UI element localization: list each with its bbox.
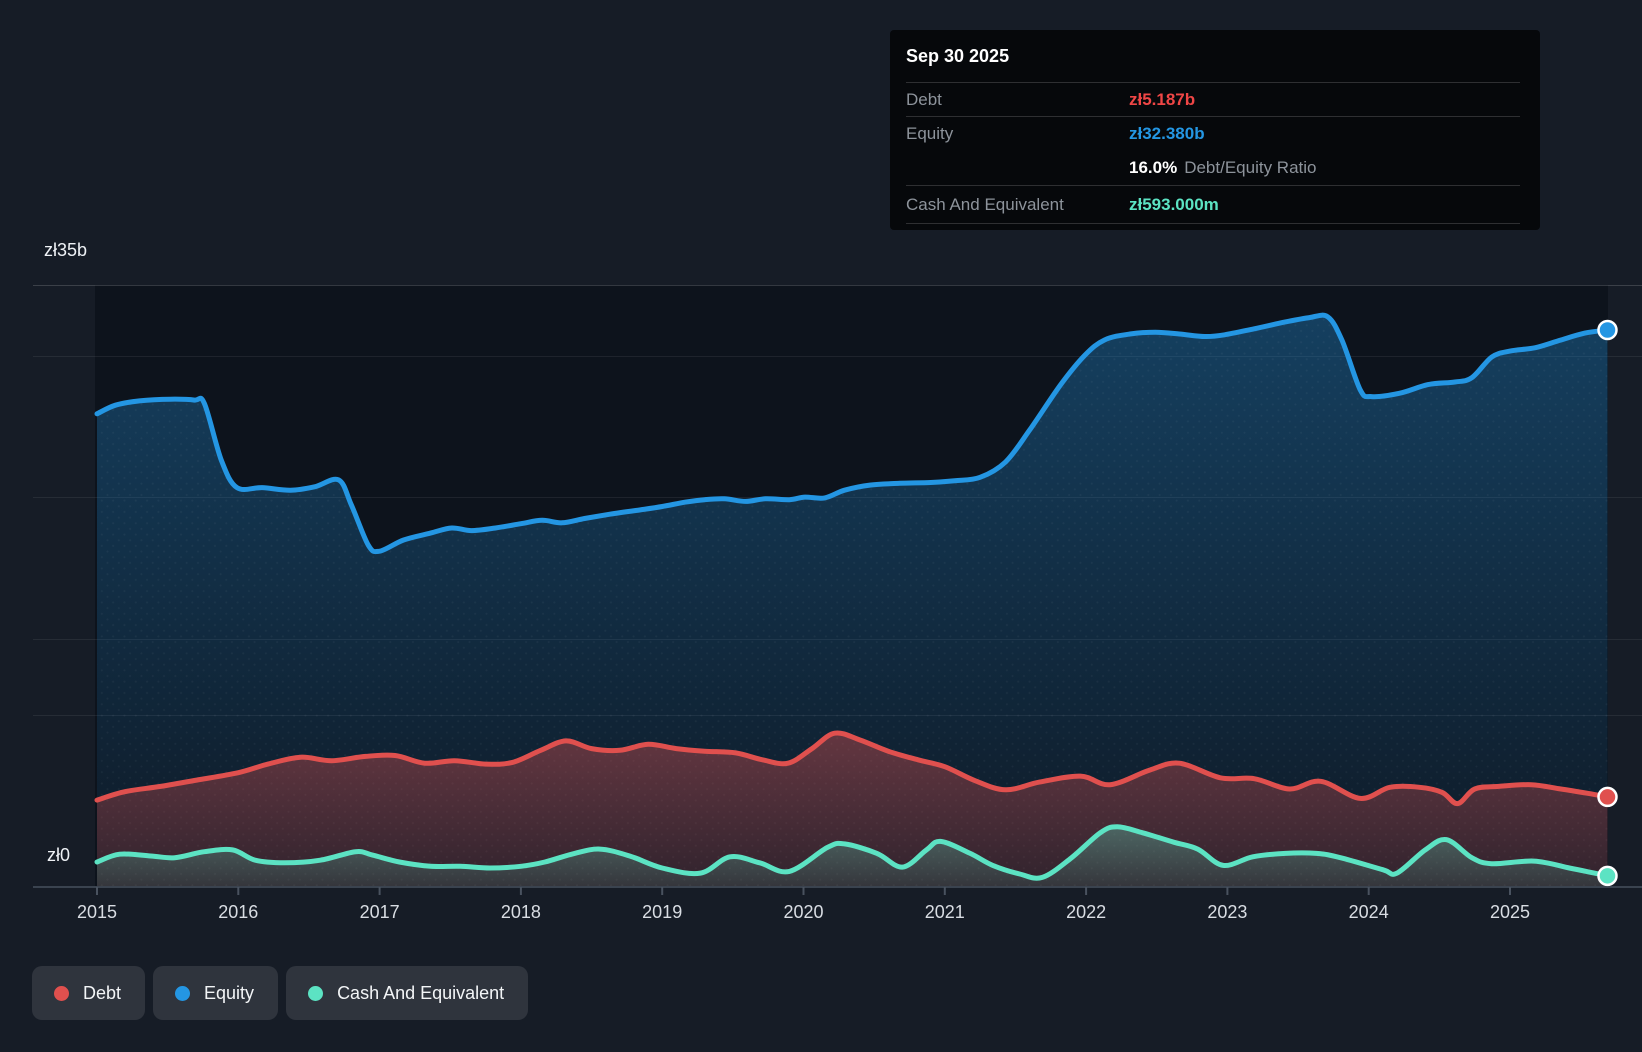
tooltip-equity-label: Equity — [906, 123, 954, 143]
series-line-debt — [94, 730, 1610, 807]
tooltip-row-ratio: 16.0% Debt/Equity Ratio — [906, 150, 1520, 186]
tooltip-ratio-label: Debt/Equity Ratio — [1184, 157, 1317, 177]
x-axis-tick-label: 2022 — [1066, 902, 1107, 922]
equity-series-dot-icon — [175, 985, 191, 1001]
series-area-debt — [97, 732, 1608, 886]
endpoint-dot-debt — [1597, 786, 1618, 808]
tooltip-row-debt: Debt zł5.187b — [906, 83, 1520, 117]
legend-debt-label: Debt — [83, 982, 122, 1003]
x-axis-tick-label: 2024 — [1348, 902, 1389, 922]
tooltip-row-cash: Cash And Equivalent zł593.000m — [906, 186, 1520, 224]
x-axis-ticks — [96, 887, 1511, 895]
tooltip-row-equity: Equity zł32.380b — [906, 117, 1520, 150]
x-axis-tick-label: 2020 — [783, 902, 824, 922]
x-axis-tick-label: 2018 — [500, 902, 541, 922]
tooltip-cash-value: zł593.000m — [1129, 194, 1219, 214]
x-axis-tick-label: 2017 — [359, 902, 400, 922]
tooltip-cash-label: Cash And Equivalent — [906, 194, 1064, 214]
x-axis-tick-label: 2021 — [924, 902, 965, 922]
series-area-texture — [97, 315, 1608, 886]
legend-item-cash[interactable]: Cash And Equivalent — [286, 966, 529, 1020]
y-axis-label-max: zł35b — [44, 240, 88, 260]
legend-item-equity[interactable]: Equity — [153, 966, 279, 1020]
x-axis-tick-label: 2016 — [218, 902, 259, 922]
y-axis-label-zero: zł0 — [47, 845, 71, 865]
legend-equity-label: Equity — [204, 982, 255, 1003]
series-line-equity — [94, 312, 1610, 555]
tooltip-debt-value: zł5.187b — [1129, 89, 1196, 109]
legend-cash-label: Cash And Equivalent — [337, 982, 505, 1003]
x-axis-tick-label: 2023 — [1207, 902, 1248, 922]
endpoint-dot-equity — [1597, 319, 1618, 341]
tooltip-equity-value: zł32.380b — [1129, 123, 1205, 143]
debt-series-dot-icon — [54, 985, 69, 1001]
cash-series-dot-icon — [308, 985, 324, 1001]
series-area-cash — [97, 826, 1608, 886]
x-axis-tick-label: 2019 — [642, 902, 683, 922]
tooltip-ratio-value: 16.0% — [1129, 157, 1178, 177]
chart-tooltip: Sep 30 2025 Debt zł5.187b Equity zł32.38… — [890, 30, 1540, 230]
x-axis-tick-label: 2015 — [76, 902, 118, 922]
legend-item-debt[interactable]: Debt — [32, 966, 146, 1020]
x-axis-tick-label: 2025 — [1489, 902, 1531, 922]
series-line-cash — [94, 824, 1610, 881]
tooltip-debt-label: Debt — [906, 89, 942, 109]
tooltip-date: Sep 30 2025 — [906, 30, 1520, 83]
endpoint-dot-cash — [1597, 865, 1618, 887]
chart-legend: Debt Equity Cash And Equivalent — [32, 966, 536, 1020]
